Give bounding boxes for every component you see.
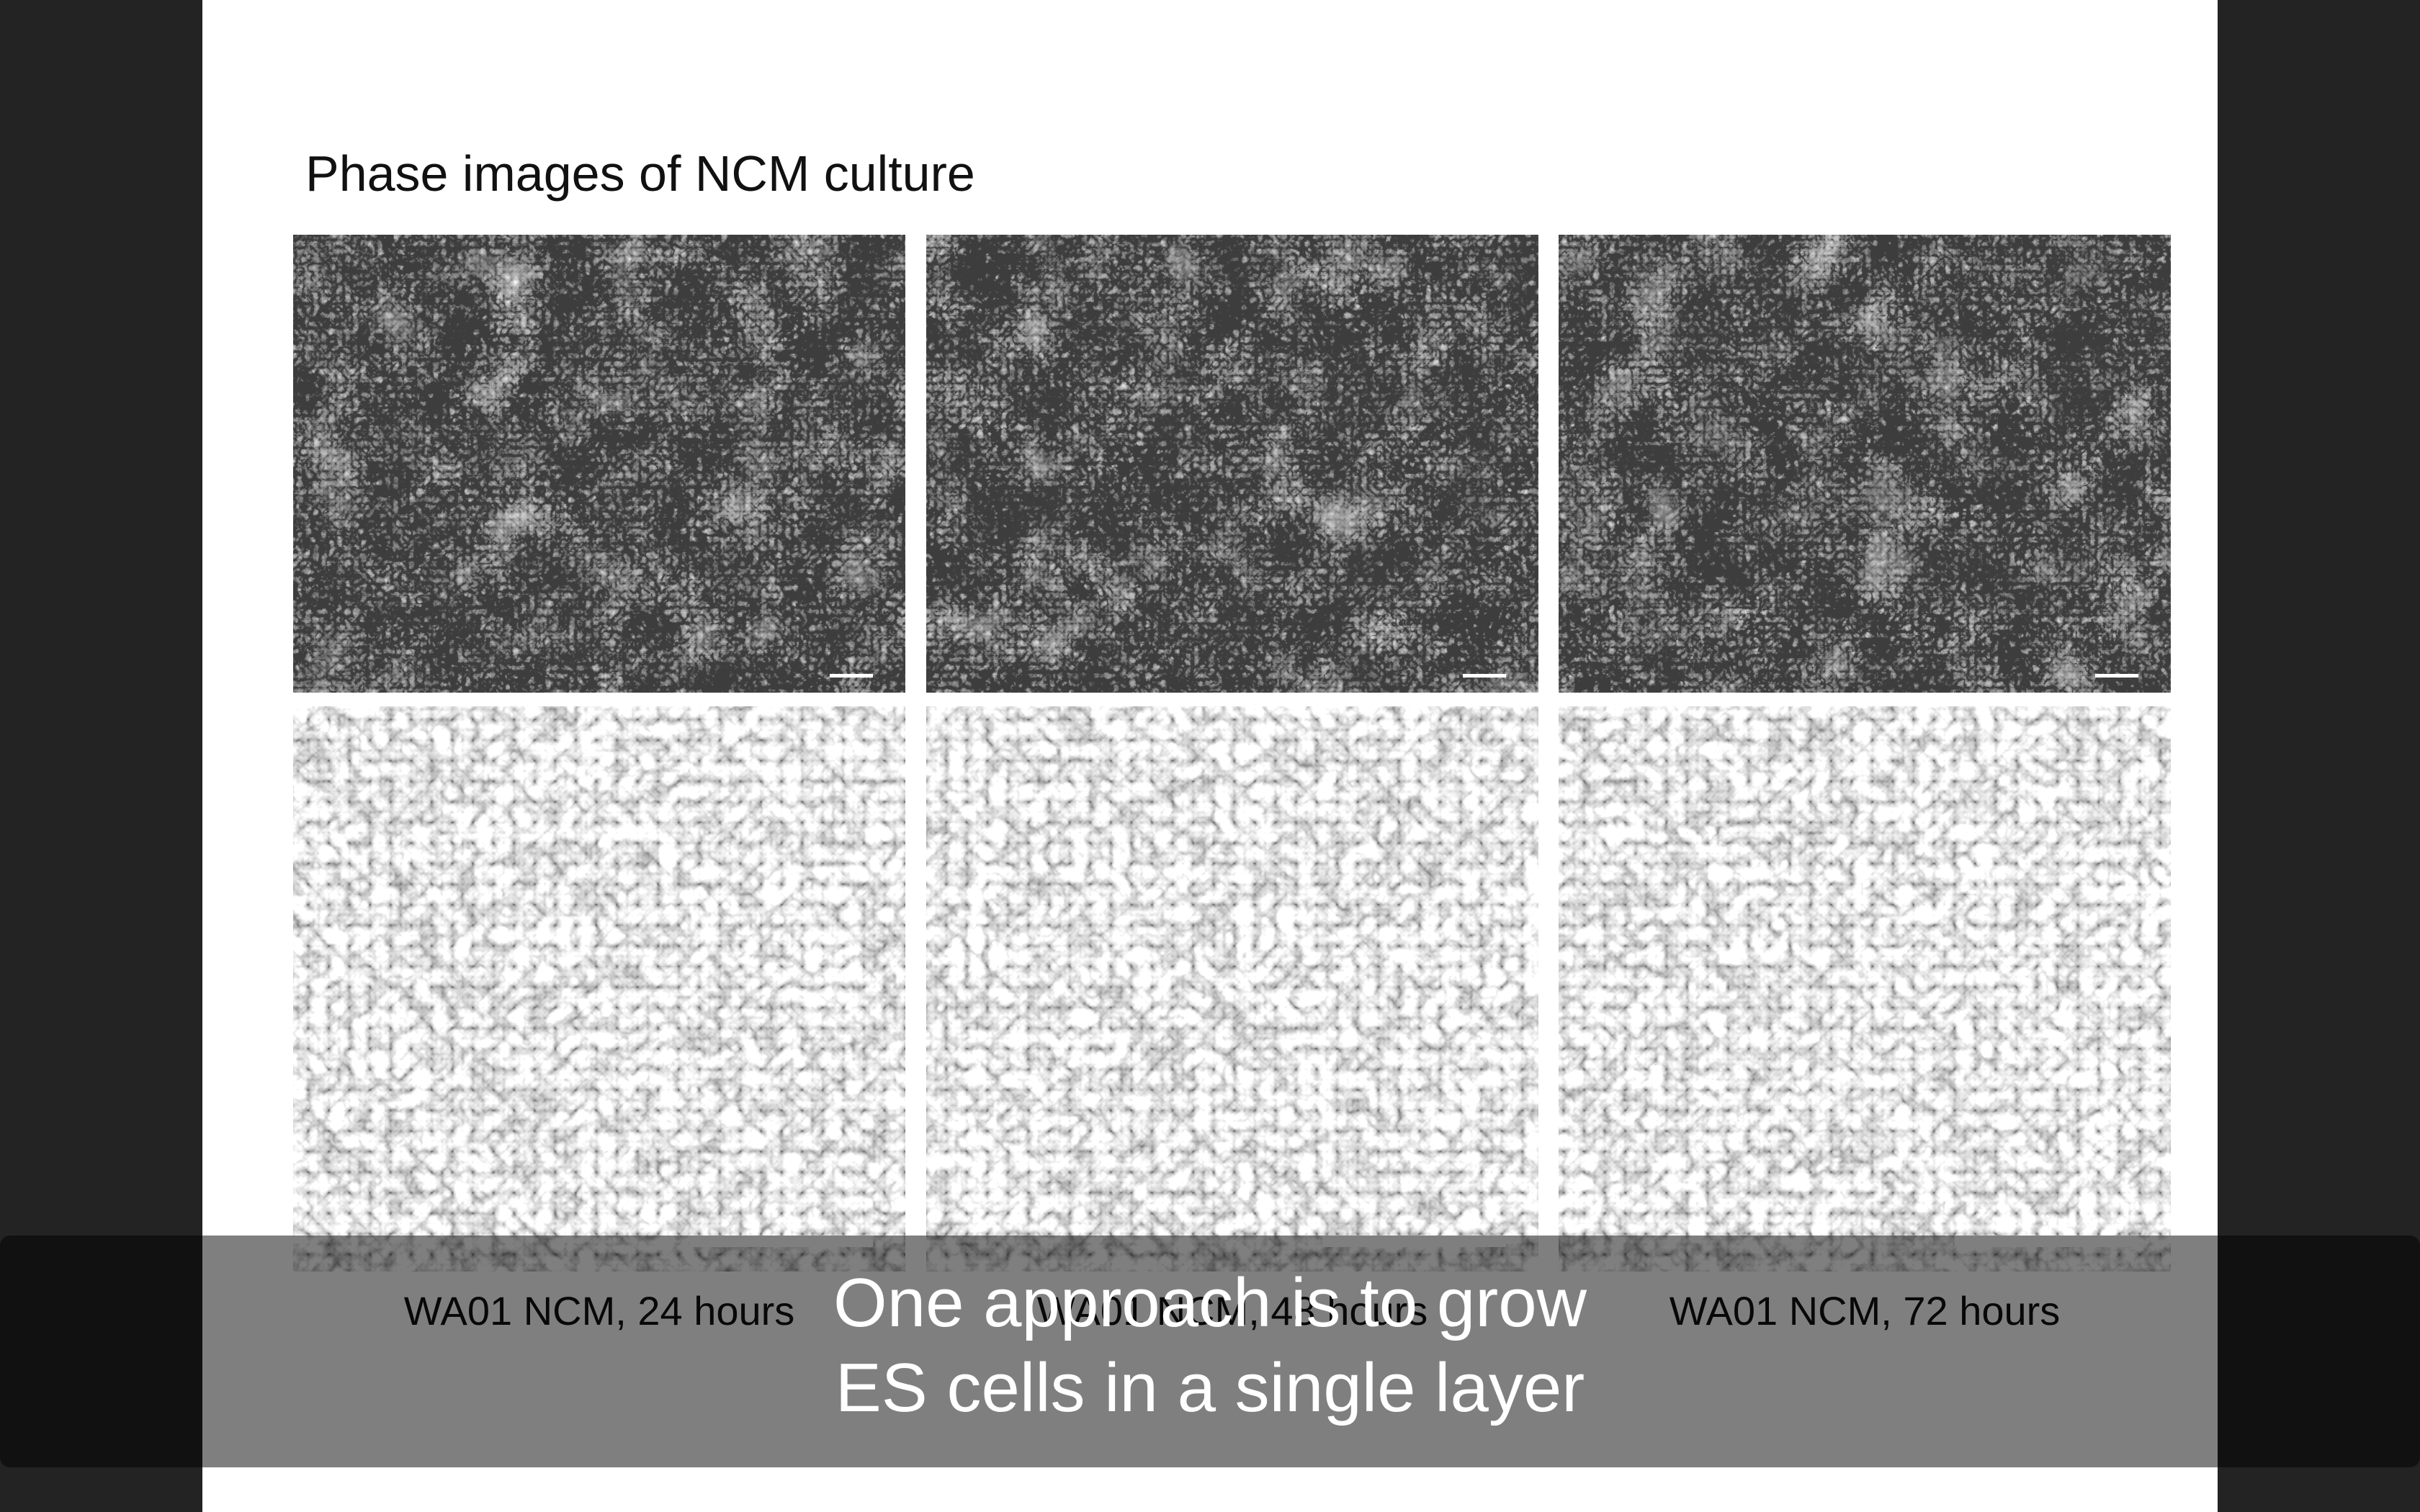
micrograph-grid: WA01 NCM, 24 hoursWA01 NCM, 48 hoursWA01…: [293, 235, 2171, 1333]
micrograph: [1559, 235, 2171, 693]
micrograph: [926, 706, 1538, 1272]
micrograph: [1559, 706, 2171, 1272]
scale-bar: [2095, 674, 2138, 678]
subtitle-line: One approach is to grow: [833, 1264, 1587, 1341]
slide-title: Phase images of NCM culture: [305, 145, 975, 202]
subtitle-band: [0, 1236, 2420, 1467]
subtitle-line: ES cells in a single layer: [835, 1349, 1585, 1426]
micrograph: [926, 235, 1538, 693]
scale-bar: [830, 674, 873, 678]
micrograph: [293, 235, 905, 693]
scale-bar: [1463, 674, 1506, 678]
micrograph: [293, 706, 905, 1272]
